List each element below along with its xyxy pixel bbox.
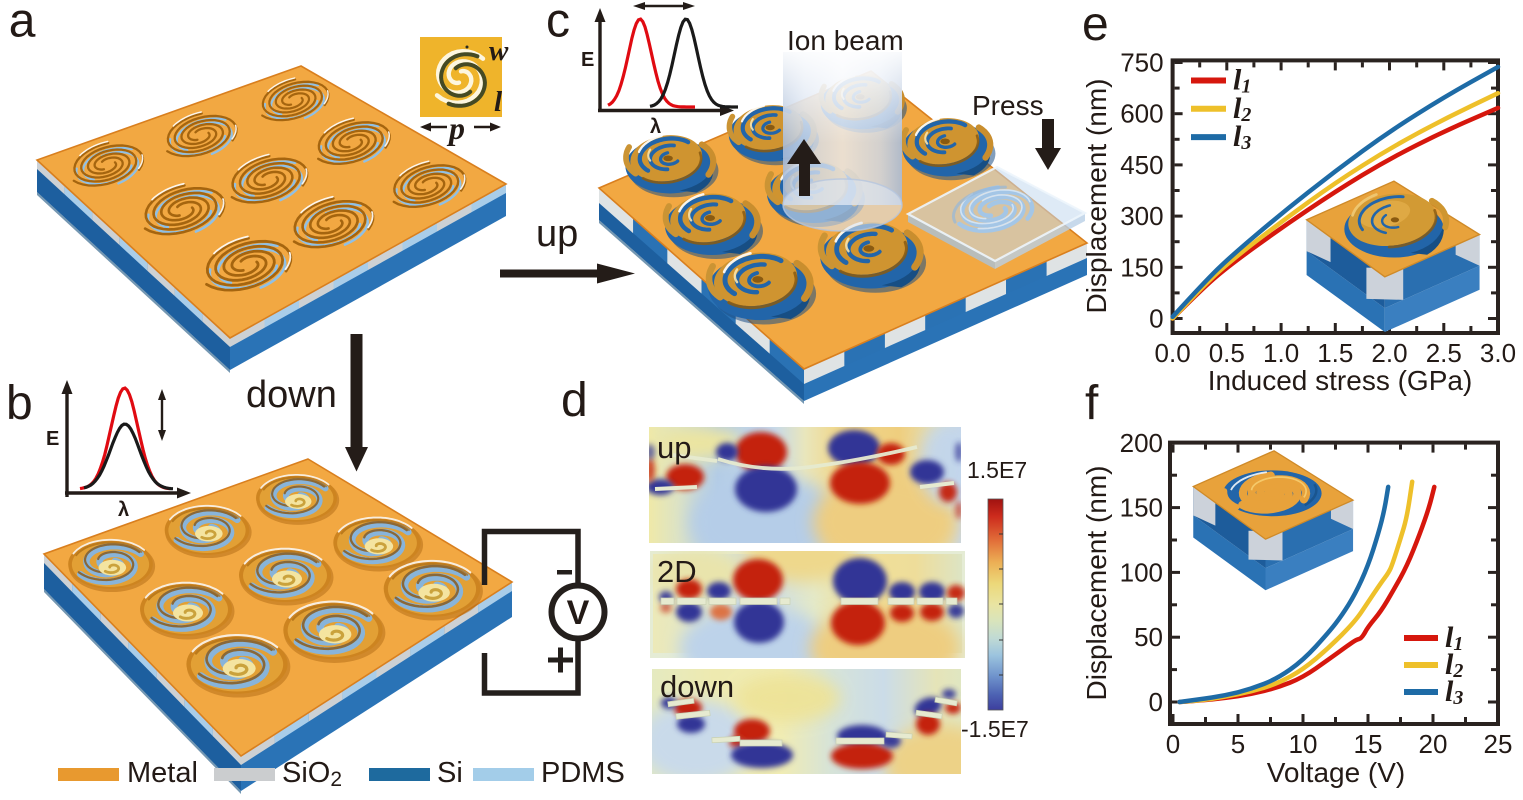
- svg-text:d: d: [561, 374, 588, 427]
- svg-text:0: 0: [1149, 687, 1163, 717]
- svg-text:5: 5: [1231, 729, 1245, 759]
- svg-text:PDMS: PDMS: [541, 757, 625, 789]
- svg-text:Induced stress (GPa): Induced stress (GPa): [1208, 365, 1473, 396]
- svg-text:Press: Press: [972, 90, 1044, 121]
- svg-text:600: 600: [1120, 99, 1163, 129]
- svg-text:w: w: [489, 35, 509, 67]
- svg-text:l: l: [494, 86, 503, 118]
- svg-text:2D: 2D: [657, 554, 697, 589]
- svg-text:p: p: [446, 110, 465, 146]
- svg-text:750: 750: [1120, 48, 1163, 78]
- svg-text:1.0: 1.0: [1263, 338, 1299, 368]
- svg-text:3.0: 3.0: [1480, 338, 1516, 368]
- svg-text:Displacement (nm): Displacement (nm): [1081, 79, 1112, 314]
- svg-text:V: V: [567, 594, 590, 632]
- svg-text:c: c: [546, 0, 570, 47]
- svg-text:50: 50: [1134, 622, 1163, 652]
- svg-text:λ: λ: [118, 499, 129, 521]
- svg-text:0.0: 0.0: [1155, 338, 1191, 368]
- svg-text:Ion beam: Ion beam: [787, 25, 904, 56]
- svg-text:Voltage (V): Voltage (V): [1267, 757, 1406, 788]
- svg-text:Displacement (nm): Displacement (nm): [1081, 466, 1112, 701]
- svg-text:1.5: 1.5: [1317, 338, 1353, 368]
- svg-text:0: 0: [1149, 304, 1163, 334]
- svg-text:Si: Si: [437, 757, 463, 789]
- svg-text:e: e: [1082, 0, 1109, 51]
- svg-text:1.5E7: 1.5E7: [967, 457, 1027, 483]
- svg-text:150: 150: [1120, 493, 1163, 523]
- svg-text:2.5: 2.5: [1426, 338, 1462, 368]
- svg-text:450: 450: [1120, 150, 1163, 180]
- svg-text:E: E: [581, 49, 594, 71]
- svg-text:a: a: [9, 0, 36, 48]
- svg-text:λ: λ: [650, 116, 661, 138]
- svg-text:150: 150: [1120, 252, 1163, 282]
- svg-text:0: 0: [1166, 729, 1180, 759]
- svg-text:down: down: [660, 669, 734, 704]
- svg-text:2.0: 2.0: [1371, 338, 1407, 368]
- svg-text:up: up: [657, 430, 691, 465]
- svg-text:200: 200: [1120, 428, 1163, 458]
- svg-text:b: b: [6, 377, 33, 430]
- svg-text:up: up: [536, 213, 578, 255]
- svg-text:100: 100: [1120, 557, 1163, 587]
- svg-text:down: down: [246, 374, 337, 416]
- svg-text:25: 25: [1484, 729, 1513, 759]
- svg-text:0.5: 0.5: [1209, 338, 1245, 368]
- svg-text:-1.5E7: -1.5E7: [961, 716, 1029, 742]
- svg-text:300: 300: [1120, 201, 1163, 231]
- svg-text:f: f: [1085, 377, 1099, 430]
- svg-text:Metal: Metal: [127, 757, 198, 789]
- svg-text:15: 15: [1354, 729, 1383, 759]
- svg-text:E: E: [46, 428, 59, 450]
- svg-text:20: 20: [1419, 729, 1448, 759]
- svg-text:10: 10: [1289, 729, 1318, 759]
